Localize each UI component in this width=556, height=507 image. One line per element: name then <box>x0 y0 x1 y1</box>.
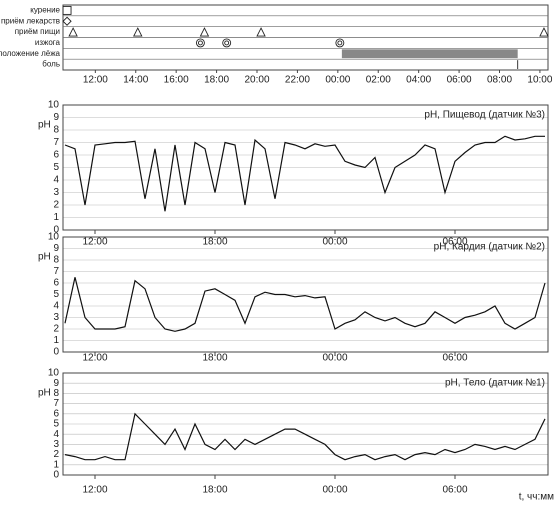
marker-circle <box>222 38 232 48</box>
y-axis-label: pH <box>38 388 51 399</box>
marker-triangle <box>539 27 549 37</box>
y-tick-label: 8 <box>53 255 59 266</box>
y-axis-label: pH <box>38 120 51 131</box>
ph-line <box>64 135 545 212</box>
row-label: приём лекарств <box>1 16 60 25</box>
x-tick-label: 16:00 <box>164 75 189 86</box>
y-tick-label: 9 <box>53 112 59 123</box>
x-tick-label: 00:00 <box>322 485 347 496</box>
y-tick-label: 6 <box>53 150 59 161</box>
x-tick-label: 02:00 <box>366 75 391 86</box>
panel-title: pH, Пищевод (датчик №3) <box>424 110 545 121</box>
x-tick-label: 18:00 <box>202 485 227 496</box>
y-tick-label: 7 <box>53 266 59 277</box>
y-tick-label: 7 <box>53 398 59 409</box>
row-label: курение <box>30 6 60 15</box>
marker-circle <box>195 38 205 48</box>
y-tick-label: 0 <box>53 470 59 481</box>
y-tick-label: 0 <box>53 225 59 236</box>
x-tick-label: 08:00 <box>487 75 512 86</box>
panel-title: pH, Кардия (датчик №2) <box>434 242 545 253</box>
y-tick-label: 8 <box>53 388 59 399</box>
x-tick-label: 12:00 <box>82 485 107 496</box>
y-axis-label: pH <box>38 252 51 263</box>
y-tick-label: 2 <box>53 324 59 335</box>
x-tick-label: 10:00 <box>527 75 552 86</box>
y-tick-label: 3 <box>53 312 59 323</box>
y-tick-label: 4 <box>53 175 59 186</box>
x-tick-label: 12:00 <box>83 75 108 86</box>
x-tick-label: 18:00 <box>204 75 229 86</box>
y-tick-label: 9 <box>53 243 59 254</box>
y-tick-label: 8 <box>53 125 59 136</box>
x-tick-label: 18:00 <box>202 237 227 248</box>
x-tick-label: 06:00 <box>442 485 467 496</box>
x-tick-label: 06:00 <box>442 353 467 364</box>
panel-title: pH, Тело (датчик №1) <box>445 378 545 389</box>
y-tick-label: 2 <box>53 200 59 211</box>
marker-circle-inner <box>197 40 203 46</box>
y-tick-label: 1 <box>53 335 59 346</box>
x-tick-label: 12:00 <box>82 237 107 248</box>
y-tick-label: 5 <box>53 419 59 430</box>
x-tick-label: 00:00 <box>322 237 347 248</box>
y-tick-label: 10 <box>48 100 60 111</box>
plot-frame <box>62 372 549 476</box>
row-label: положение лёжа <box>0 49 61 58</box>
y-tick-label: 3 <box>53 439 59 450</box>
ph-line <box>64 277 546 332</box>
marker-triangle <box>133 27 143 37</box>
marker-circle <box>335 38 345 48</box>
y-tick-label: 1 <box>53 459 59 470</box>
y-tick-label: 9 <box>53 378 59 389</box>
x-axis-label: t, чч:мм <box>519 492 554 503</box>
row-label: боль <box>42 60 60 69</box>
marker-triangle <box>256 27 266 37</box>
y-tick-label: 6 <box>53 278 59 289</box>
marker-circle-inner <box>337 40 343 46</box>
lying-bar <box>341 49 518 59</box>
y-tick-label: 5 <box>53 162 59 173</box>
marker-square <box>62 5 72 15</box>
y-tick-label: 7 <box>53 137 59 148</box>
x-tick-label: 20:00 <box>244 75 269 86</box>
y-tick-label: 4 <box>53 429 59 440</box>
y-tick-label: 4 <box>53 301 59 312</box>
plot-frame <box>62 104 549 231</box>
x-tick-label: 14:00 <box>123 75 148 86</box>
x-tick-label: 00:00 <box>325 75 350 86</box>
x-tick-label: 00:00 <box>322 353 347 364</box>
ph-line <box>64 412 546 461</box>
y-tick-label: 6 <box>53 408 59 419</box>
y-tick-label: 10 <box>48 368 60 379</box>
y-tick-label: 0 <box>53 347 59 358</box>
x-tick-label: 04:00 <box>406 75 431 86</box>
plot-frame <box>62 236 549 353</box>
x-tick-label: 06:00 <box>442 237 467 248</box>
x-tick-label: 18:00 <box>202 353 227 364</box>
y-tick-label: 3 <box>53 187 59 198</box>
marker-triangle <box>199 27 210 37</box>
y-tick-label: 2 <box>53 449 59 460</box>
y-tick-label: 10 <box>48 232 60 243</box>
marker-triangle <box>68 27 78 37</box>
row-label: изжога <box>35 38 61 47</box>
marker-circle-inner <box>224 40 230 46</box>
x-tick-label: 12:00 <box>82 353 107 364</box>
x-tick-label: 22:00 <box>285 75 310 86</box>
row-label: приём пищи <box>15 27 60 36</box>
x-tick-label: 06:00 <box>447 75 472 86</box>
y-tick-label: 1 <box>53 212 59 223</box>
marker-diamond <box>62 16 72 26</box>
y-tick-label: 5 <box>53 289 59 300</box>
